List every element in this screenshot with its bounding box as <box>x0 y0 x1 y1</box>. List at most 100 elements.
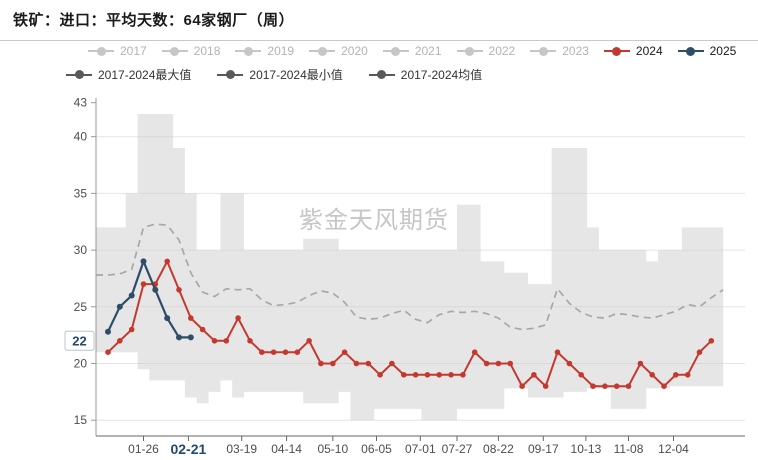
series-2024-point <box>542 383 549 390</box>
y-latest-value-label: 22 <box>72 333 86 348</box>
legend-marker-icon <box>217 70 244 79</box>
legend-marker-icon <box>456 46 483 56</box>
legend-marker-icon <box>603 46 630 56</box>
series-2024-point <box>341 349 348 356</box>
series-2024-point <box>188 315 194 321</box>
y-tick-label-30: 30 <box>74 243 88 257</box>
series-2025-point <box>116 303 123 310</box>
legend-label: 2018 <box>193 44 221 58</box>
series-2024-point <box>673 372 679 378</box>
series-2024-point <box>483 360 490 367</box>
y-tick-label-35: 35 <box>74 186 88 200</box>
series-2024-point <box>684 372 691 378</box>
series-2024-point <box>649 372 655 378</box>
y-tick-label-43: 43 <box>74 96 88 110</box>
series-2024-point <box>377 372 383 378</box>
legend-item-2022[interactable]: 2022 <box>456 44 516 58</box>
x-tick-label-11-08: 11-08 <box>614 442 644 456</box>
series-2024-point <box>294 349 301 356</box>
series-2024-point <box>164 258 170 265</box>
legend-label: 2025 <box>709 44 737 58</box>
x-tick-label-09-17: 09-17 <box>528 442 559 456</box>
legend-label: 2022 <box>488 44 516 58</box>
series-2025-point <box>152 286 159 293</box>
x-tick-label-07-27: 07-27 <box>442 442 473 456</box>
series-2024-point <box>696 349 703 356</box>
legend-item-2024[interactable]: 2024 <box>603 44 663 58</box>
legend-label: 2017-2024最大值 <box>98 68 192 82</box>
series-2024-point <box>211 338 218 344</box>
legend-item-2017[interactable]: 2017 <box>88 44 147 58</box>
legend-marker-icon <box>677 46 704 56</box>
series-2024-point <box>625 383 632 390</box>
series-2024-point <box>223 338 230 344</box>
series-2024-point <box>460 372 466 378</box>
series-2025-point <box>140 258 147 265</box>
series-2024-point <box>235 315 241 321</box>
legend-marker-icon <box>161 46 188 56</box>
y-tick-label-20: 20 <box>74 357 88 371</box>
legend-label: 2017-2024均值 <box>400 68 483 82</box>
x-tick-label-03-19: 03-19 <box>226 442 257 456</box>
series-2024-point <box>602 383 608 390</box>
series-2024-point <box>401 372 407 378</box>
series-2024-point <box>117 338 123 344</box>
series-2025-point <box>105 328 111 335</box>
series-2024-point <box>448 372 454 378</box>
legend-item-2023[interactable]: 2023 <box>530 44 589 58</box>
y-latest-value-box <box>64 330 95 351</box>
series-2024-point <box>507 360 513 367</box>
legend-item-2019[interactable]: 2019 <box>235 44 294 58</box>
x-tick-label-10-13: 10-13 <box>571 442 602 456</box>
series-2024-point <box>282 349 289 356</box>
legend-item-2021[interactable]: 2021 <box>382 44 442 58</box>
x-tick-label-08-22: 08-22 <box>483 442 514 456</box>
legend-years: 2017 2018 2019 2020 2021 2022 2023 2024 2025 <box>88 44 736 58</box>
header-divider <box>0 40 758 41</box>
legend-marker-icon <box>235 46 262 56</box>
series-2024-point <box>105 349 111 356</box>
series-2024-point <box>519 383 525 390</box>
series-2024-point <box>128 326 135 333</box>
series-2024-point <box>566 360 573 367</box>
y-tick-label-15: 15 <box>74 413 88 427</box>
legend-item-2017-2024-[interactable]: 2017-2024最小值 <box>217 66 343 83</box>
y-tick-label-25: 25 <box>74 300 88 314</box>
series-2024-line <box>107 259 712 389</box>
series-2024-point <box>140 281 147 287</box>
series-2025-point <box>164 315 171 322</box>
series-2024-point <box>318 360 324 367</box>
legend-label: 2024 <box>635 44 663 58</box>
legend-item-2017-2024-[interactable]: 2017-2024最大值 <box>66 66 191 83</box>
legend-item-2017-2024-[interactable]: 2017-2024均值 <box>368 66 483 83</box>
series-2024-point <box>259 349 265 356</box>
series-2024-point <box>471 349 478 356</box>
legend-item-2025[interactable]: 2025 <box>677 44 737 58</box>
series-2024-point <box>531 372 537 378</box>
series-2024-point <box>637 360 644 367</box>
x-current-date-label: 02-21 <box>170 441 206 457</box>
series-2024-point <box>436 372 443 378</box>
legend-label: 2021 <box>414 44 442 58</box>
legend-item-2020[interactable]: 2020 <box>309 44 368 58</box>
legend-marker-icon <box>66 70 92 79</box>
x-tick-label-01-26: 01-26 <box>128 442 159 456</box>
legend-marker-icon <box>530 46 557 56</box>
series-2024-point <box>247 338 253 344</box>
legend-label: 2023 <box>562 44 589 58</box>
x-tick-label-04-14: 04-14 <box>271 442 302 456</box>
x-tick-label-05-10: 05-10 <box>317 442 348 456</box>
series-2024-point <box>412 372 419 378</box>
series-2025-point <box>128 292 135 299</box>
x-tick-label-06-05: 06-05 <box>361 442 392 456</box>
series-2024-point <box>306 338 312 344</box>
legend-marker-icon <box>382 46 409 56</box>
legend-label: 2017-2024最小值 <box>249 68 343 82</box>
legend-item-2018[interactable]: 2018 <box>161 44 221 58</box>
series-2024-point <box>590 383 596 390</box>
series-2024-point <box>661 383 667 390</box>
legend-marker-icon <box>309 46 336 56</box>
series-mean-2017-2024-line <box>96 223 724 331</box>
